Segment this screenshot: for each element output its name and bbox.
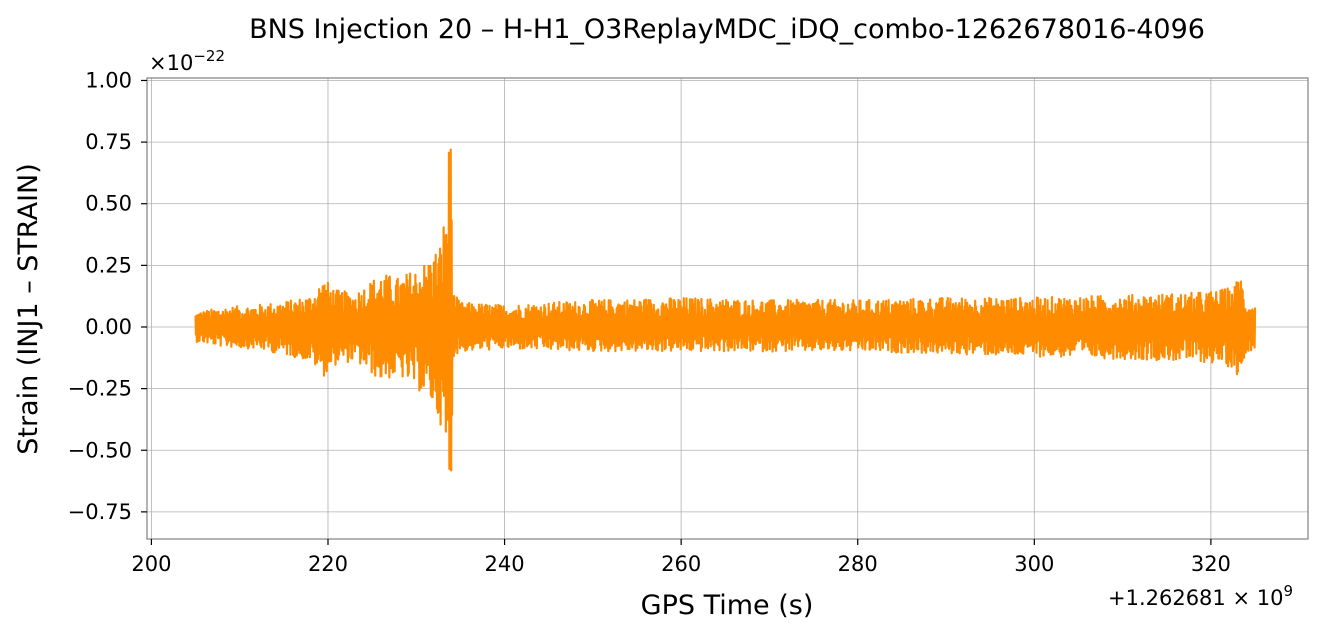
- y-tick-label: 1.00: [85, 68, 132, 92]
- strain-series-line: [194, 148, 1257, 472]
- y-tick-label: −0.25: [68, 377, 132, 401]
- y-scale-exponent: −22: [193, 47, 225, 65]
- x-tick-label: 200: [131, 552, 171, 576]
- y-axis-ticks: −0.75 −0.50 −0.25 0.00 0.25 0.50 0.75 1.00: [68, 68, 147, 524]
- y-scale-label: ×10−22: [149, 47, 225, 75]
- plot-frame: [146, 77, 1309, 540]
- y-tick-label: 0.00: [85, 315, 132, 339]
- data-area: [194, 148, 1257, 472]
- x-offset-exponent: 9: [1283, 582, 1293, 600]
- y-tick-label: 0.50: [85, 192, 132, 216]
- x-tick-label: 220: [308, 552, 348, 576]
- x-tick-label: 320: [1191, 552, 1231, 576]
- x-tick-label: 280: [838, 552, 878, 576]
- y-tick-label: −0.50: [68, 438, 132, 462]
- x-axis-label: GPS Time (s): [641, 590, 814, 621]
- y-tick-label: 0.75: [85, 130, 132, 154]
- y-tick-label: 0.25: [85, 253, 132, 277]
- y-axis-label: Strain (INJ1 – STRAIN): [13, 163, 44, 455]
- x-tick-label: 300: [1014, 552, 1054, 576]
- x-axis-ticks: 200 220 240 260 280 300 320: [131, 539, 1231, 576]
- y-tick-label: −0.75: [68, 500, 132, 524]
- chart-title: BNS Injection 20 – H-H1_O3ReplayMDC_iDQ_…: [249, 14, 1205, 45]
- x-tick-label: 260: [661, 552, 701, 576]
- x-tick-label: 240: [485, 552, 525, 576]
- x-offset-label: +1.262681 × 109: [1108, 582, 1293, 610]
